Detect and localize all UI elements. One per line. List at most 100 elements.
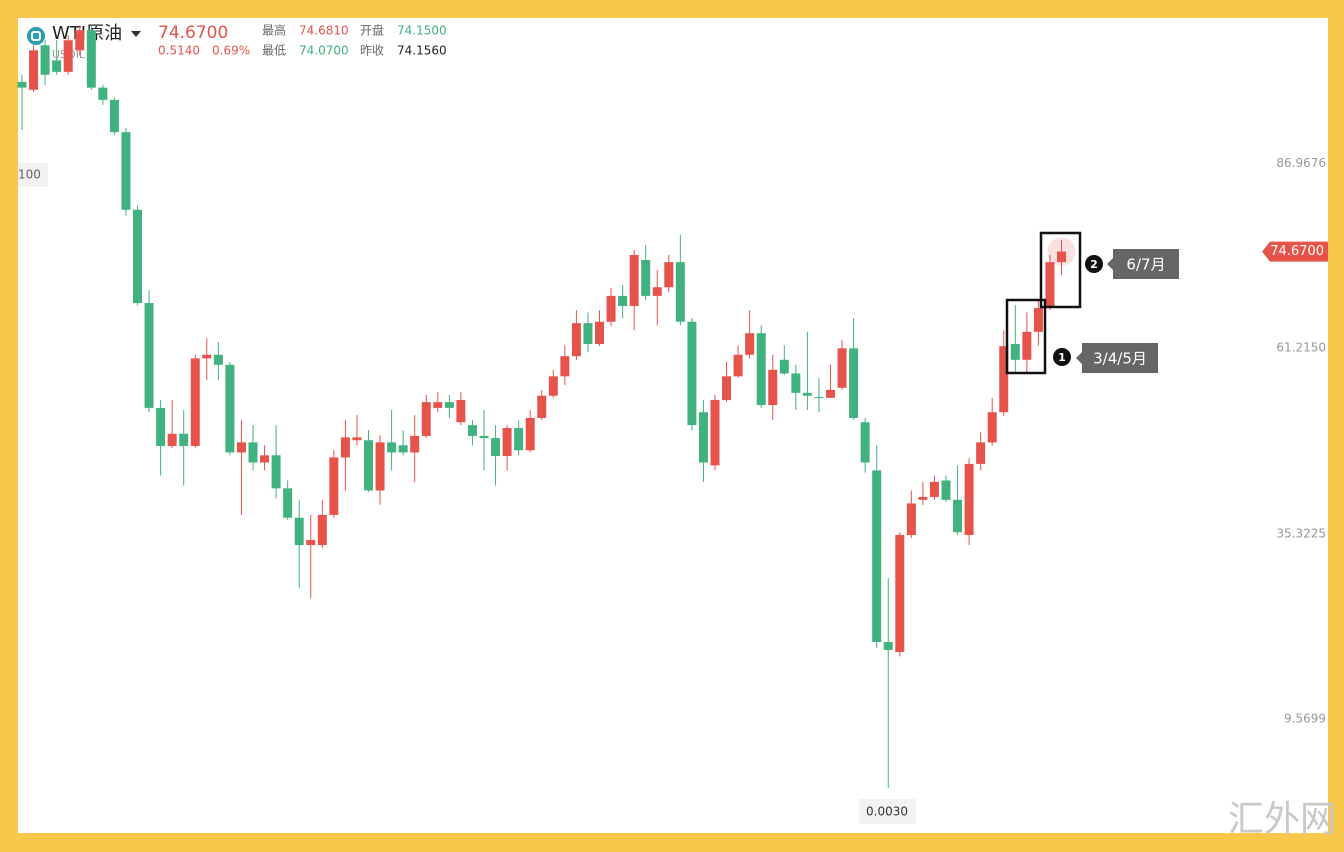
stat-label: 开盘 (360, 23, 384, 38)
candle-body (479, 435, 489, 439)
candle-body (964, 463, 974, 536)
candle-body (849, 348, 859, 418)
candle-body (387, 442, 397, 453)
price: 74.6700 (158, 23, 228, 43)
candle-body (17, 81, 27, 88)
annotation-box (1005, 298, 1047, 375)
change: 0.5140 (158, 44, 200, 58)
stat-value: 74.1500 (397, 24, 447, 38)
candle-body (213, 354, 223, 365)
candle-body (433, 402, 443, 408)
candle-body (860, 422, 870, 463)
candle-body (352, 437, 362, 441)
candle-body (583, 323, 593, 344)
candle-body (502, 428, 512, 457)
candle-body (941, 480, 951, 500)
candle-body (260, 455, 270, 463)
candle-body (976, 442, 986, 464)
candle-body (548, 376, 558, 396)
candle-body (595, 321, 604, 344)
low-marker-label: 0.0030 (866, 805, 908, 819)
annotation-badge (1053, 348, 1071, 366)
stat-value: 74.6810 (299, 24, 349, 38)
candle-body (722, 376, 732, 401)
candle-body (86, 30, 96, 88)
stat-label: 昨收 (360, 44, 384, 58)
candle-body (953, 499, 963, 533)
low-marker-box (859, 799, 916, 824)
candle-body (537, 395, 547, 418)
annotation-number: 2 (1090, 258, 1098, 271)
candle-body (294, 517, 304, 546)
candle-body (1045, 262, 1055, 306)
candle-body (421, 402, 431, 436)
candle-body (629, 254, 639, 306)
candle-body (375, 442, 385, 491)
annotation-box (1039, 231, 1082, 309)
candle-body (271, 455, 281, 489)
candle-body (317, 514, 327, 546)
candle-body (525, 417, 535, 451)
candle-body (606, 295, 616, 322)
y-tick-label: 35.3225 (1276, 527, 1326, 541)
candle-body (872, 470, 882, 642)
candle-body (664, 262, 674, 288)
candle-body (768, 369, 778, 406)
annotation-label: 6/7月 (1126, 256, 1165, 274)
candle-body (652, 287, 662, 296)
candle-body (340, 437, 350, 458)
candle-body (109, 99, 119, 133)
stat-value: 74.1560 (397, 44, 447, 58)
dropdown-arrow[interactable] (131, 31, 141, 37)
candle-body (987, 412, 997, 443)
candle-body (1057, 251, 1066, 263)
candle-body (1010, 344, 1020, 360)
annotation-tag (1107, 249, 1179, 279)
candle-body (306, 540, 316, 546)
watermark: 汇外网 (1228, 799, 1336, 840)
candle-body (75, 30, 85, 51)
candle-body (1033, 308, 1043, 332)
candle-body (364, 440, 373, 491)
candle-body (837, 348, 847, 388)
price-tag-label: 74.6700 (1270, 244, 1324, 259)
y-tick-label: 86.9676 (1276, 156, 1326, 170)
candle-body (63, 40, 73, 72)
candle-body (733, 354, 743, 377)
candle-body (929, 481, 939, 497)
annotation-label: 3/4/5月 (1093, 350, 1147, 368)
candle-body (202, 354, 212, 359)
candle-body (225, 364, 235, 453)
candle-body (906, 503, 916, 536)
symbol-icon-mark (31, 31, 41, 41)
left-marker-box (18, 163, 48, 187)
candle-body (779, 359, 789, 374)
stat-label: 最高 (262, 23, 286, 38)
price-tag (1262, 241, 1328, 262)
annotation-tag (1076, 343, 1158, 373)
symbol-icon (27, 27, 45, 45)
candle-body (895, 535, 905, 653)
candle-body (826, 389, 835, 398)
candle-body (283, 488, 293, 518)
candle-body (236, 442, 246, 453)
candle-body (29, 50, 39, 90)
y-tick-label: 9.5699 (1284, 712, 1326, 726)
annotation-number: 1 (1058, 351, 1066, 364)
candle-body (687, 321, 697, 426)
candle-body (698, 412, 708, 463)
candle-body (641, 259, 651, 296)
candle-body (179, 433, 189, 446)
candle-body (156, 407, 166, 446)
change-pct: 0.69% (212, 44, 250, 58)
candle-body (98, 87, 108, 100)
candle-body (745, 333, 755, 355)
candle-body (456, 400, 466, 423)
annotation-badge (1085, 255, 1103, 273)
candle-body (918, 496, 928, 500)
candle-body (802, 392, 812, 396)
candle-body (514, 428, 524, 451)
candle-body (467, 425, 477, 436)
